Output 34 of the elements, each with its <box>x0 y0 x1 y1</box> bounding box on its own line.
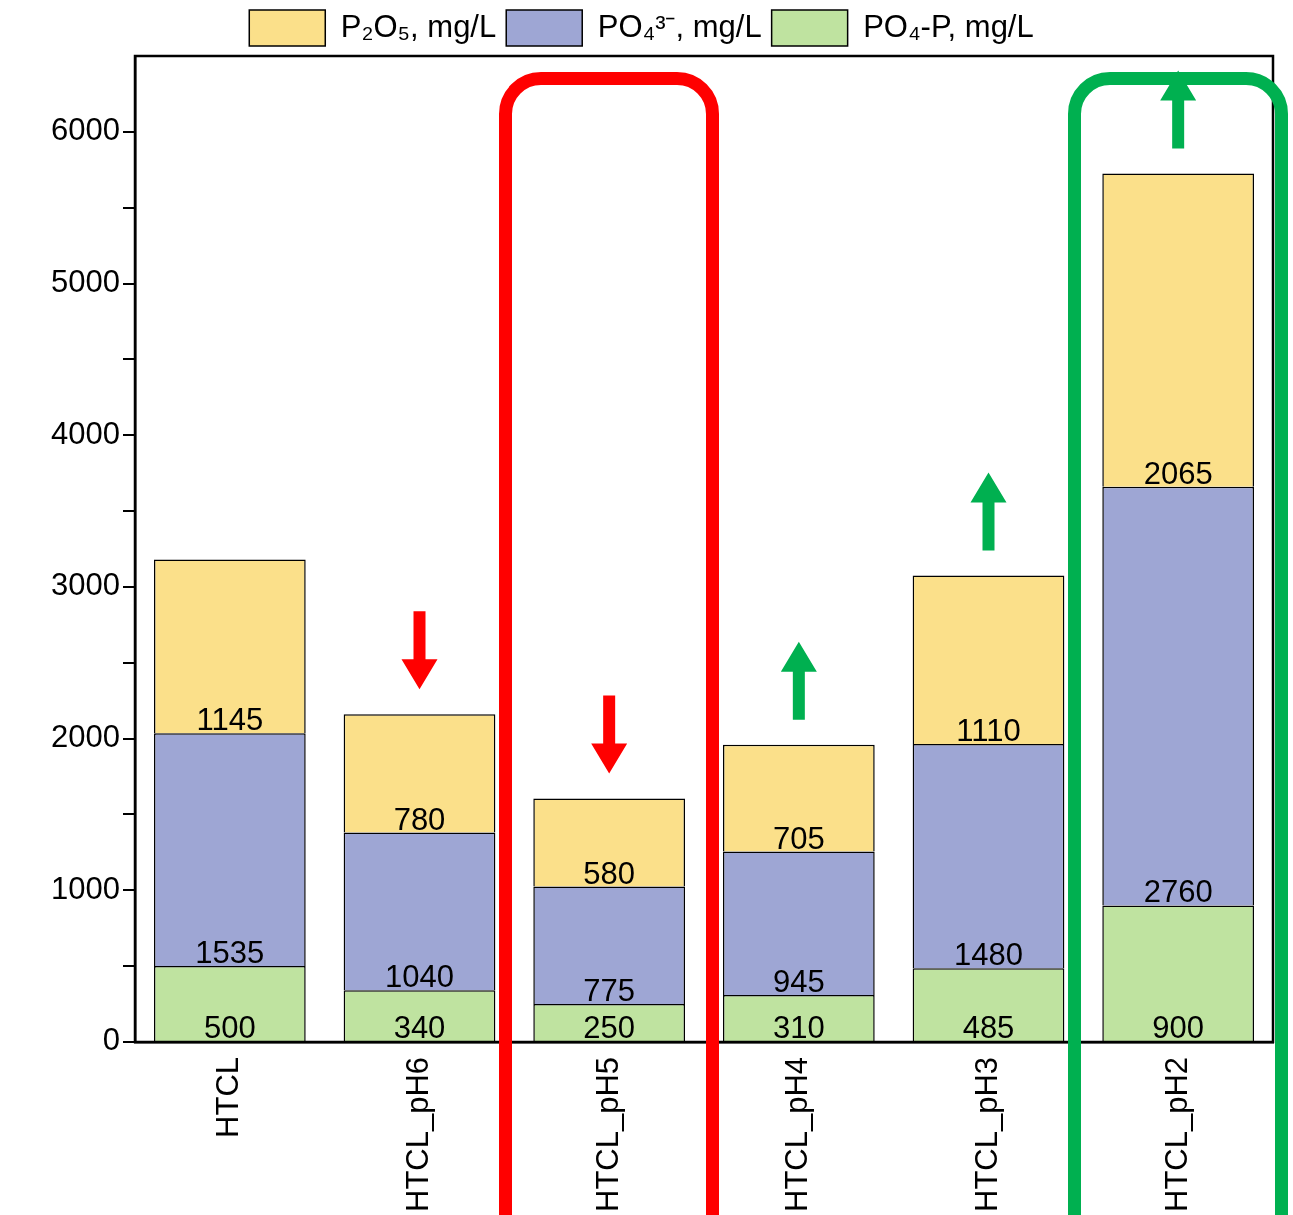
data-label: 945 <box>772 963 825 999</box>
legend-label: PO₄³⁻, mg/L <box>597 8 762 44</box>
data-label: 310 <box>772 1009 825 1045</box>
data-label: 2065 <box>1143 455 1213 491</box>
data-label: 500 <box>203 1009 256 1045</box>
legend-label: PO₄-P, mg/L <box>863 8 1034 44</box>
data-label: 1480 <box>954 937 1023 973</box>
data-label: 485 <box>962 1009 1015 1045</box>
legend-label: P₂O₅, mg/L <box>340 8 497 44</box>
x-tick-label: HTCL_pH2 <box>1158 1056 1194 1212</box>
data-label: 2760 <box>1143 874 1213 910</box>
x-tick-label: HTCL_pH5 <box>589 1056 625 1212</box>
y-tick-label: 6000 <box>51 112 120 148</box>
y-tick-label: 5000 <box>51 264 120 300</box>
x-tick-label: HTCL_pH6 <box>400 1056 436 1212</box>
data-label: 580 <box>583 855 636 891</box>
y-tick-label: 0 <box>102 1022 120 1058</box>
data-label: 250 <box>583 1009 636 1045</box>
data-label: 1040 <box>385 959 454 995</box>
x-tick-label: HTCL <box>210 1056 246 1138</box>
x-tick-label: HTCL_pH4 <box>779 1056 815 1212</box>
data-label: 340 <box>393 1009 446 1045</box>
data-label: 705 <box>772 820 825 856</box>
y-tick-label: 3000 <box>51 567 120 603</box>
data-label: 900 <box>1152 1009 1205 1045</box>
data-label: 1535 <box>195 935 265 971</box>
y-tick-label: 4000 <box>51 415 120 451</box>
data-label: 780 <box>393 801 446 837</box>
x-tick-label: HTCL_pH3 <box>969 1056 1005 1212</box>
y-tick-label: 2000 <box>51 719 120 755</box>
data-label: 775 <box>583 973 636 1009</box>
y-tick-label: 1000 <box>51 870 120 906</box>
data-label: 1145 <box>196 702 264 738</box>
data-label: 1110 <box>956 712 1021 748</box>
